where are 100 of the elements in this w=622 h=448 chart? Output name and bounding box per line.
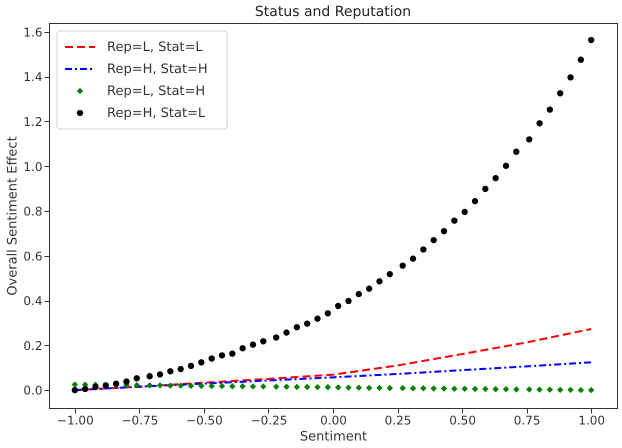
point bbox=[366, 286, 372, 292]
legend-label: Rep=L, Stat=H bbox=[107, 84, 206, 99]
y-tick-label: 1.2 bbox=[23, 114, 42, 129]
point bbox=[451, 386, 458, 392]
point bbox=[557, 386, 564, 394]
point bbox=[260, 338, 266, 344]
point bbox=[472, 198, 478, 204]
point bbox=[82, 386, 88, 392]
point bbox=[366, 384, 372, 392]
point bbox=[92, 384, 99, 390]
point bbox=[156, 382, 164, 389]
x-tick-label: −0.50 bbox=[186, 414, 223, 428]
point bbox=[420, 385, 427, 392]
x-tick-label: 0.25 bbox=[384, 414, 412, 428]
point bbox=[188, 362, 194, 370]
point bbox=[208, 355, 215, 362]
y-tick-label: 0.6 bbox=[23, 249, 42, 264]
point bbox=[123, 378, 130, 385]
point bbox=[72, 386, 78, 394]
point bbox=[526, 386, 532, 393]
x-tick-label: 1.00 bbox=[578, 414, 606, 428]
point bbox=[462, 386, 468, 392]
point bbox=[400, 262, 406, 269]
point bbox=[218, 382, 226, 390]
point bbox=[430, 385, 437, 392]
x-axis-title: Sentiment bbox=[300, 430, 368, 444]
point bbox=[513, 148, 520, 155]
point bbox=[198, 382, 204, 389]
x-tick-label: −0.25 bbox=[250, 414, 288, 428]
x-tick-label: −0.75 bbox=[121, 414, 158, 428]
point bbox=[208, 382, 215, 390]
legend-label: Rep=H, Stat=L bbox=[107, 106, 206, 121]
y-tick-label: 0.4 bbox=[23, 294, 42, 308]
point bbox=[273, 334, 280, 341]
point bbox=[314, 316, 321, 322]
point bbox=[410, 256, 416, 262]
point bbox=[472, 386, 478, 392]
point bbox=[294, 384, 300, 390]
point bbox=[324, 384, 331, 390]
chart-title: Status and Reputation bbox=[254, 4, 412, 20]
point bbox=[536, 120, 543, 126]
point bbox=[335, 384, 342, 391]
point bbox=[283, 329, 290, 336]
point bbox=[502, 162, 510, 169]
point bbox=[386, 384, 393, 392]
point bbox=[567, 386, 574, 394]
point bbox=[304, 384, 310, 390]
y-tick-label: 1.4 bbox=[23, 70, 42, 84]
point bbox=[198, 359, 204, 366]
y-tick-label: 1.0 bbox=[23, 160, 42, 174]
point bbox=[260, 383, 266, 390]
point bbox=[536, 386, 543, 393]
point bbox=[146, 382, 153, 389]
point bbox=[294, 324, 300, 330]
point bbox=[239, 345, 246, 352]
point bbox=[567, 74, 574, 81]
point bbox=[482, 386, 488, 392]
point bbox=[273, 384, 280, 390]
y-tick-label: 0.8 bbox=[23, 204, 42, 219]
point bbox=[546, 106, 554, 113]
point bbox=[546, 386, 554, 393]
x-tick-label: 0.50 bbox=[449, 414, 476, 428]
point bbox=[588, 386, 594, 394]
point bbox=[356, 384, 362, 391]
point bbox=[420, 246, 427, 253]
point bbox=[376, 384, 383, 392]
point bbox=[492, 386, 499, 392]
point bbox=[283, 384, 290, 390]
x-tick-label: 0.75 bbox=[514, 414, 540, 428]
point bbox=[345, 298, 352, 304]
x-tick-label: −1.00 bbox=[56, 414, 94, 428]
point bbox=[451, 217, 458, 224]
point bbox=[146, 373, 153, 380]
point bbox=[156, 371, 164, 378]
point bbox=[304, 320, 310, 327]
point bbox=[250, 383, 256, 390]
point bbox=[440, 385, 448, 392]
legend-label: Rep=L, Stat=L bbox=[107, 40, 204, 55]
point bbox=[410, 385, 416, 392]
point bbox=[502, 386, 510, 392]
point bbox=[588, 36, 594, 44]
x-tick-label: 0.00 bbox=[320, 414, 347, 428]
point bbox=[167, 382, 174, 389]
point bbox=[178, 382, 184, 389]
point bbox=[578, 56, 584, 63]
point bbox=[188, 382, 194, 389]
point bbox=[376, 278, 383, 284]
point bbox=[513, 386, 520, 393]
point bbox=[345, 384, 352, 391]
y-tick-label: 0.0 bbox=[23, 384, 42, 398]
point bbox=[557, 90, 564, 96]
point bbox=[400, 384, 406, 392]
point bbox=[356, 290, 362, 298]
y-axis-title: Overall Sentiment Effect bbox=[5, 136, 20, 296]
y-tick-label: 1.6 bbox=[23, 25, 42, 40]
point bbox=[482, 186, 488, 192]
point bbox=[492, 174, 499, 182]
point bbox=[430, 236, 437, 244]
point bbox=[134, 382, 140, 388]
legend-label: Rep=H, Stat=H bbox=[107, 62, 208, 77]
